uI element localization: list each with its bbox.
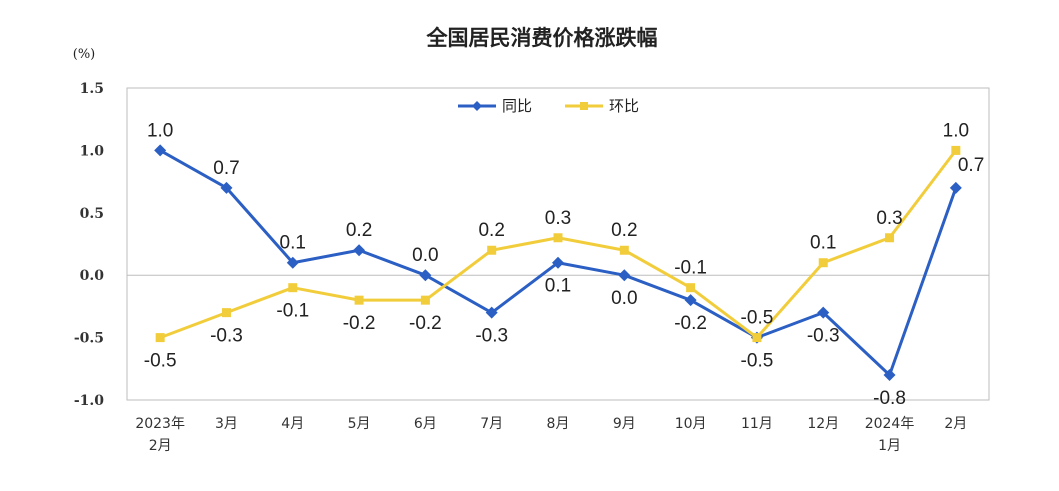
data-label: 1.0 bbox=[943, 120, 969, 141]
y-tick-label: -1.0 bbox=[74, 393, 104, 409]
x-tick-label: 12月 bbox=[807, 416, 839, 432]
data-point-marker bbox=[354, 295, 364, 305]
data-point-marker bbox=[686, 283, 696, 293]
data-point-marker bbox=[752, 333, 762, 343]
data-point-marker bbox=[817, 306, 830, 319]
data-label: -0.2 bbox=[409, 313, 442, 334]
data-label: 0.0 bbox=[412, 245, 438, 266]
data-label: 0.2 bbox=[611, 220, 637, 241]
data-label: -0.5 bbox=[741, 351, 774, 372]
y-tick-label: 0.5 bbox=[80, 206, 104, 222]
data-label: -0.5 bbox=[144, 351, 177, 372]
data-label: 0.3 bbox=[545, 208, 571, 229]
data-label: -0.3 bbox=[210, 326, 243, 347]
data-point-marker bbox=[818, 258, 828, 268]
data-label: -0.8 bbox=[873, 388, 906, 409]
data-point-marker bbox=[618, 269, 631, 282]
x-tick-label: 5月 bbox=[348, 416, 371, 432]
y-tick-label: 1.0 bbox=[80, 143, 105, 159]
data-label: -0.2 bbox=[674, 313, 707, 334]
data-label: 0.1 bbox=[810, 233, 836, 254]
data-label: 0.7 bbox=[213, 158, 239, 179]
data-point-marker bbox=[155, 333, 165, 343]
legend-marker bbox=[580, 102, 588, 110]
data-point-marker bbox=[288, 283, 298, 293]
data-label: -0.3 bbox=[475, 326, 508, 347]
data-label: -0.2 bbox=[343, 313, 376, 334]
data-label: -0.1 bbox=[276, 301, 309, 322]
x-tick-label: 11月 bbox=[741, 416, 773, 432]
x-tick-label: 6月 bbox=[414, 416, 437, 432]
y-axis-unit: (%) bbox=[73, 47, 96, 62]
data-point-marker bbox=[286, 256, 299, 269]
data-point-marker bbox=[420, 295, 430, 305]
x-tick-label: 7月 bbox=[480, 416, 503, 432]
data-point-marker bbox=[552, 256, 564, 269]
data-label: -0.1 bbox=[674, 258, 707, 279]
legend-marker bbox=[472, 101, 482, 111]
data-label: 0.1 bbox=[280, 233, 306, 254]
y-tick-label: -0.5 bbox=[74, 331, 104, 347]
chart-title: 全国居民消费价格涨跌幅 bbox=[426, 26, 658, 50]
data-point-marker bbox=[553, 233, 563, 243]
x-tick-label: 4月 bbox=[281, 416, 304, 432]
x-tick-label: 9月 bbox=[613, 416, 636, 432]
data-point-marker bbox=[419, 269, 432, 282]
data-label: 1.0 bbox=[147, 120, 173, 141]
data-label: -0.5 bbox=[741, 308, 774, 329]
data-point-marker bbox=[619, 245, 629, 255]
data-point-marker bbox=[949, 181, 962, 194]
data-label: 0.3 bbox=[876, 208, 902, 229]
x-tick-label: 2024年 1月 bbox=[865, 416, 915, 454]
data-point-marker bbox=[221, 308, 231, 318]
plot-area bbox=[126, 87, 990, 401]
data-label: -0.3 bbox=[807, 326, 840, 347]
data-point-marker bbox=[485, 306, 498, 319]
data-point-marker bbox=[154, 144, 167, 157]
data-point-marker bbox=[883, 369, 896, 382]
x-tick-label: 2月 bbox=[944, 416, 967, 432]
y-tick-label: 1.5 bbox=[80, 81, 104, 97]
data-point-marker bbox=[353, 244, 366, 257]
data-label: 0.7 bbox=[958, 155, 984, 176]
legend-label: 同比 bbox=[502, 97, 532, 115]
x-tick-label: 10月 bbox=[675, 416, 707, 432]
data-point-marker bbox=[951, 145, 961, 155]
x-tick-label: 2023年 2月 bbox=[135, 416, 185, 454]
data-label: 0.2 bbox=[478, 220, 504, 241]
data-point-marker bbox=[220, 181, 233, 194]
data-label: 0.0 bbox=[611, 288, 637, 309]
data-point-marker bbox=[487, 245, 497, 255]
x-tick-label: 8月 bbox=[547, 416, 570, 432]
data-point-marker bbox=[885, 233, 895, 243]
x-tick-label: 3月 bbox=[215, 416, 238, 432]
data-label: 0.1 bbox=[545, 276, 571, 297]
data-label: 0.2 bbox=[346, 220, 372, 241]
y-tick-label: 0.0 bbox=[80, 268, 105, 284]
legend-label: 环比 bbox=[609, 97, 639, 115]
legend: 同比 环比 bbox=[458, 97, 639, 115]
data-point-marker bbox=[684, 294, 697, 307]
